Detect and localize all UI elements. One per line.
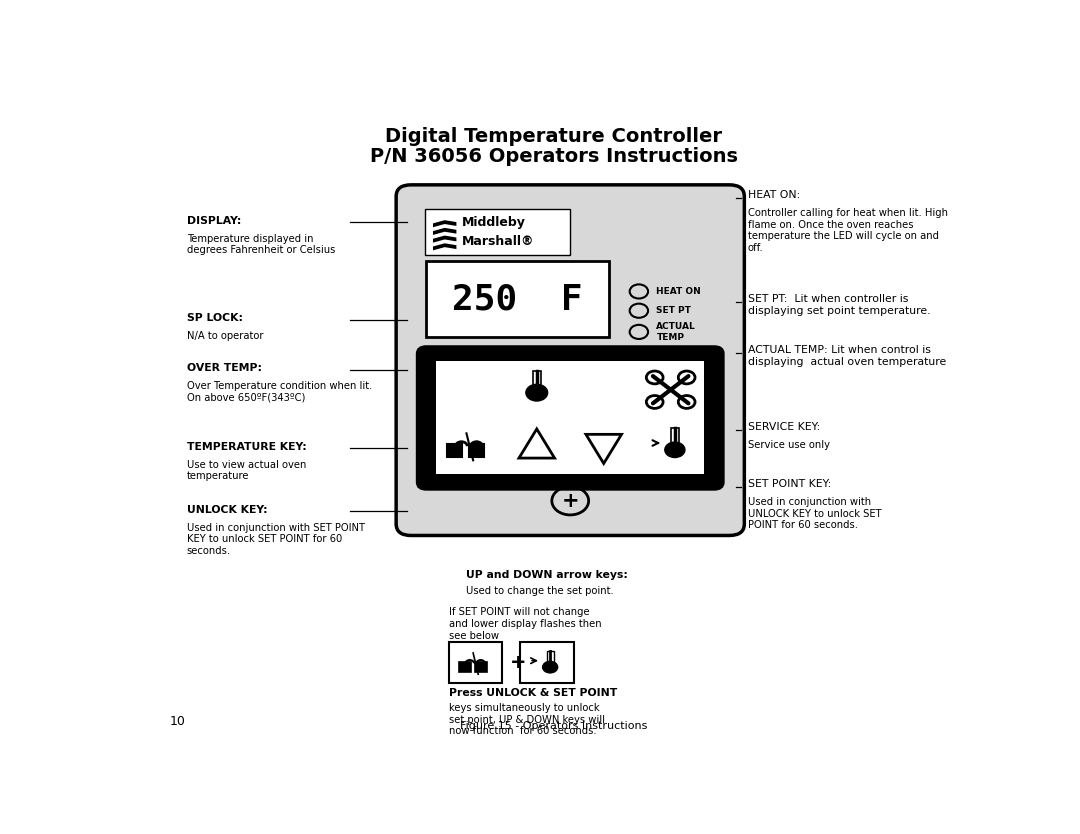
FancyBboxPatch shape [637, 361, 704, 418]
Text: Figure 15 - Operators Instructions: Figure 15 - Operators Instructions [460, 721, 647, 731]
Text: HEAT ON:: HEAT ON: [747, 190, 800, 200]
FancyBboxPatch shape [503, 361, 570, 418]
Text: SET PT:  Lit when controller is
displaying set point temperature.: SET PT: Lit when controller is displayin… [747, 294, 930, 315]
FancyBboxPatch shape [570, 418, 637, 475]
Text: Used in conjunction with
UNLOCK KEY to unlock SET
POINT for 60 seconds.: Used in conjunction with UNLOCK KEY to u… [747, 497, 881, 530]
Text: Service use only: Service use only [747, 440, 829, 450]
FancyBboxPatch shape [570, 361, 637, 418]
Polygon shape [433, 220, 457, 227]
FancyBboxPatch shape [459, 662, 471, 671]
Text: Used to change the set point.: Used to change the set point. [465, 585, 613, 595]
FancyBboxPatch shape [442, 360, 454, 369]
Text: UP and DOWN arrow keys:: UP and DOWN arrow keys: [465, 570, 627, 580]
Circle shape [542, 661, 557, 673]
Text: SP LOCK: SP LOCK [477, 359, 524, 369]
Text: Temperature displayed in
degrees Fahrenheit or Celsius: Temperature displayed in degrees Fahrenh… [187, 234, 335, 255]
Text: DISPLAY:: DISPLAY: [187, 216, 241, 226]
Text: P/N 36056 Operators Instructions: P/N 36056 Operators Instructions [369, 147, 738, 166]
Text: keys simultaneously to unlock
set point, UP & DOWN keys will
now function  for 6: keys simultaneously to unlock set point,… [449, 703, 605, 736]
Text: OVER TEMP: OVER TEMP [477, 384, 540, 394]
Text: SERVICE KEY:: SERVICE KEY: [747, 423, 820, 433]
Text: Marshall®: Marshall® [461, 234, 534, 248]
Text: TEMPERATURE KEY:: TEMPERATURE KEY: [187, 442, 307, 452]
FancyBboxPatch shape [442, 384, 454, 394]
Text: Middleby: Middleby [461, 216, 525, 229]
Text: SET PT: SET PT [657, 306, 691, 315]
Text: Used in conjunction with SET POINT
KEY to unlock SET POINT for 60
seconds.: Used in conjunction with SET POINT KEY t… [187, 523, 365, 555]
FancyBboxPatch shape [436, 418, 503, 475]
FancyBboxPatch shape [447, 445, 462, 457]
Text: Press UNLOCK & SET POINT: Press UNLOCK & SET POINT [449, 688, 617, 698]
Polygon shape [433, 228, 457, 235]
Text: +: + [562, 490, 579, 510]
Circle shape [665, 442, 685, 458]
Text: OVER TEMP:: OVER TEMP: [187, 364, 261, 374]
Polygon shape [433, 244, 457, 250]
FancyBboxPatch shape [469, 445, 484, 457]
Text: Over Temperature condition when lit.
On above 650ºF(343ºC): Over Temperature condition when lit. On … [187, 381, 373, 403]
FancyBboxPatch shape [475, 662, 486, 671]
Text: 250  F: 250 F [453, 282, 583, 316]
FancyBboxPatch shape [521, 642, 573, 683]
Circle shape [526, 384, 548, 401]
FancyBboxPatch shape [418, 347, 723, 489]
FancyBboxPatch shape [532, 371, 541, 389]
Text: If SET POINT will not change
and lower display flashes then
see below: If SET POINT will not change and lower d… [449, 607, 602, 641]
Text: +: + [510, 653, 527, 672]
FancyBboxPatch shape [637, 418, 704, 475]
Text: SET POINT KEY:: SET POINT KEY: [747, 479, 831, 489]
FancyBboxPatch shape [436, 361, 503, 418]
FancyBboxPatch shape [396, 185, 744, 535]
Polygon shape [433, 235, 457, 243]
FancyBboxPatch shape [427, 261, 609, 337]
Text: SP LOCK:: SP LOCK: [187, 314, 243, 324]
Text: Controller calling for heat when lit. High
flame on. Once the oven reaches
tempe: Controller calling for heat when lit. Hi… [747, 208, 947, 253]
Text: HEAT ON: HEAT ON [657, 287, 701, 296]
FancyBboxPatch shape [671, 429, 679, 446]
FancyBboxPatch shape [503, 418, 570, 475]
FancyBboxPatch shape [424, 209, 570, 255]
Text: UNLOCK KEY:: UNLOCK KEY: [187, 505, 268, 515]
FancyBboxPatch shape [546, 651, 554, 665]
Text: N/A to operator: N/A to operator [187, 331, 264, 341]
Text: 10: 10 [171, 715, 186, 728]
Text: TEMP: TEMP [657, 333, 685, 342]
Text: ACTUAL: ACTUAL [657, 322, 697, 331]
Text: Use to view actual oven
temperature: Use to view actual oven temperature [187, 460, 307, 481]
FancyBboxPatch shape [449, 642, 502, 683]
Text: ACTUAL TEMP: Lit when control is
displaying  actual oven temperature: ACTUAL TEMP: Lit when control is display… [747, 345, 946, 367]
Text: Digital Temperature Controller: Digital Temperature Controller [384, 127, 723, 146]
